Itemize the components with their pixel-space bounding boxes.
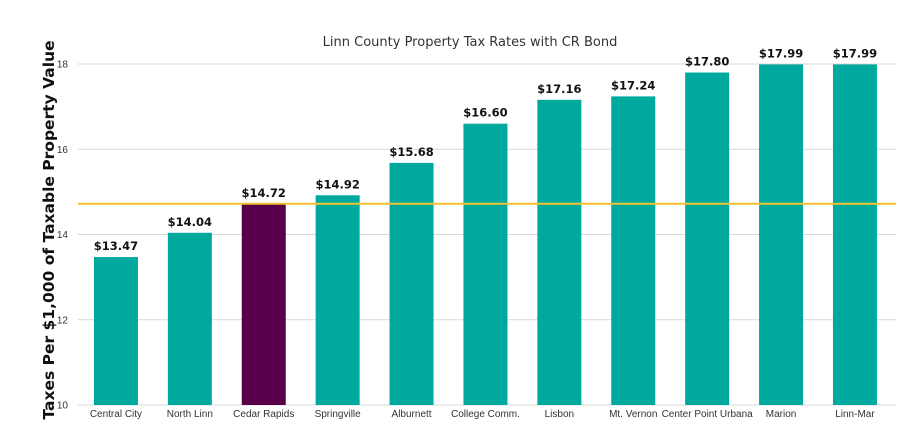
bar <box>315 195 360 405</box>
data-label: $15.68 <box>389 145 433 159</box>
category-labels: Central City North Linn Cedar Rapids Spring… <box>90 409 876 420</box>
category-label: Marion <box>766 409 797 420</box>
bars <box>93 64 877 406</box>
chart-title: Linn County Property Tax Rates with CR B… <box>323 35 618 50</box>
data-label: $16.60 <box>463 106 507 120</box>
y-tick-label: 12 <box>57 315 69 326</box>
bar <box>832 64 877 406</box>
bar <box>93 257 138 405</box>
category-label: College Comm. <box>451 409 520 420</box>
bar <box>463 123 508 406</box>
category-label: Cedar Rapids <box>233 409 294 420</box>
data-label: $17.24 <box>611 78 655 92</box>
data-label: $14.04 <box>168 215 212 229</box>
category-label: Alburnett <box>392 409 432 420</box>
category-label: Mt. Vernon <box>609 409 657 420</box>
category-label: North Linn <box>167 409 213 420</box>
y-axis-ticks: 10 12 14 16 18 <box>57 60 69 412</box>
bar <box>685 72 730 406</box>
data-label: $17.99 <box>759 46 803 60</box>
bar <box>537 99 582 406</box>
category-label: Central City <box>90 409 142 420</box>
y-tick-label: 18 <box>57 60 69 71</box>
data-label: $17.80 <box>685 55 729 69</box>
y-tick-label: 10 <box>57 401 69 412</box>
category-label: Center Point Urbana <box>662 409 754 420</box>
bar <box>389 162 434 405</box>
category-label: Linn-Mar <box>835 409 875 420</box>
y-tick-label: 14 <box>57 230 69 241</box>
y-tick-label: 16 <box>57 145 69 156</box>
data-label: $13.47 <box>94 239 138 253</box>
data-labels: $13.47 $14.04 $14.72 $14.92 $15.68 $16.60 $17.… <box>94 46 877 253</box>
data-label: $17.99 <box>833 46 877 60</box>
data-label: $14.92 <box>315 177 359 191</box>
bar <box>759 64 804 406</box>
bar <box>611 96 656 406</box>
data-label: $17.16 <box>537 82 581 96</box>
bar <box>167 232 212 405</box>
category-label: Lisbon <box>545 409 574 420</box>
y-axis-label: Taxes Per $1,000 of Taxable Property Val… <box>40 40 58 419</box>
category-label: Springville <box>315 409 362 420</box>
data-label: $14.72 <box>242 186 286 200</box>
bar-highlight <box>241 203 286 405</box>
